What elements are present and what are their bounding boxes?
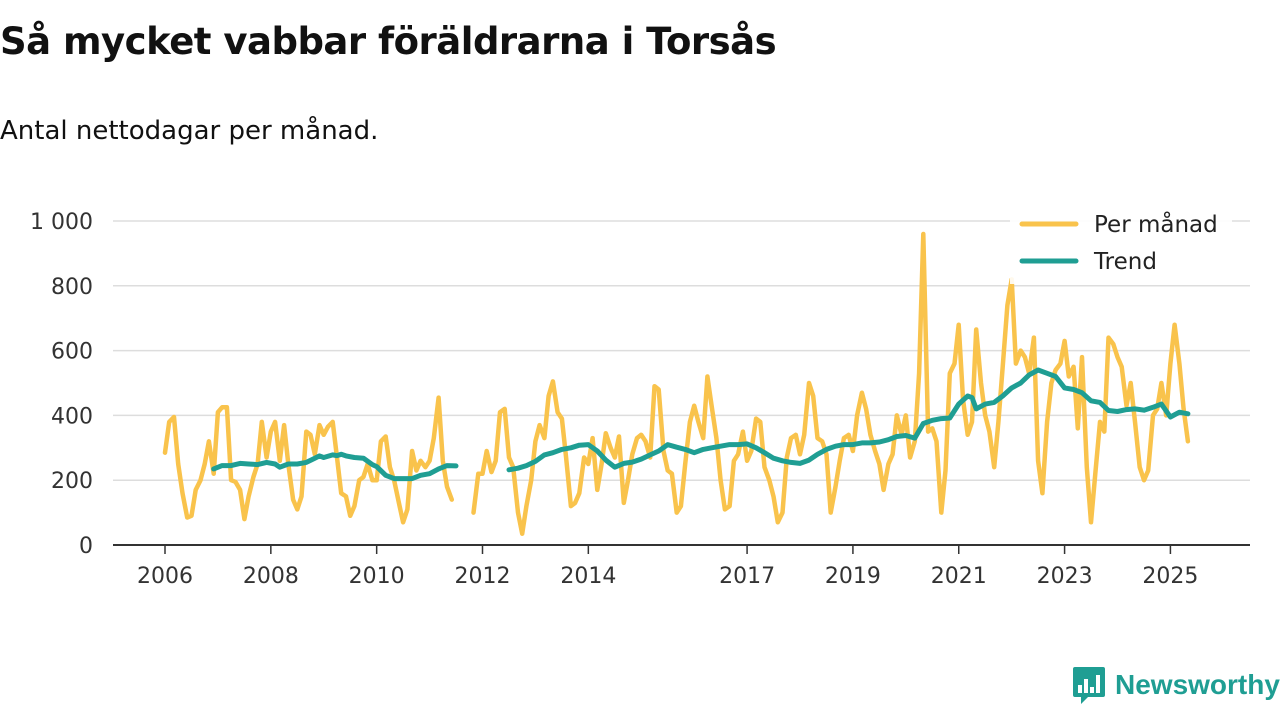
chart-subtitle: Antal nettodagar per månad.: [0, 116, 379, 146]
y-tick-label: 400: [51, 404, 93, 429]
y-tick-label: 1 000: [30, 210, 93, 235]
x-tick-label: 2010: [349, 564, 405, 589]
newsworthy-logo: Newsworthy: [1072, 664, 1280, 706]
y-tick-label: 0: [79, 534, 93, 559]
x-tick-label: 2019: [825, 564, 881, 589]
x-tick-label: 2023: [1037, 564, 1093, 589]
series-line-trend: [211, 451, 459, 482]
chart-title: Så mycket vabbar föräldrarna i Torsås: [0, 20, 777, 63]
series-line-trend: [506, 367, 1191, 473]
x-tick-label: 2017: [719, 564, 775, 589]
newsworthy-logo-icon: [1073, 667, 1105, 704]
y-tick-label: 200: [51, 469, 93, 494]
x-tick-label: 2025: [1142, 564, 1198, 589]
series-line-per-month: [471, 231, 1191, 536]
y-tick-label: 800: [51, 275, 93, 300]
legend: Per månad Trend: [1010, 200, 1232, 284]
axes: 0 200 400 600 800 1 000 2006 2008 2010 2012 2014 20…: [30, 210, 1250, 589]
x-tick-label: 2012: [455, 564, 511, 589]
x-tick-label: 2021: [931, 564, 987, 589]
legend-label-per-month: Per månad: [1094, 210, 1218, 238]
legend-label-trend: Trend: [1093, 249, 1157, 275]
x-tick-label: 2008: [243, 564, 299, 589]
series-layer: [162, 231, 1191, 536]
y-tick-label: 600: [51, 340, 93, 365]
x-tick-label: 2014: [560, 564, 616, 589]
x-tick-label: 2006: [137, 564, 193, 589]
legend-background: [1010, 200, 1232, 284]
newsworthy-logo-text: Newsworthy: [1115, 669, 1280, 700]
